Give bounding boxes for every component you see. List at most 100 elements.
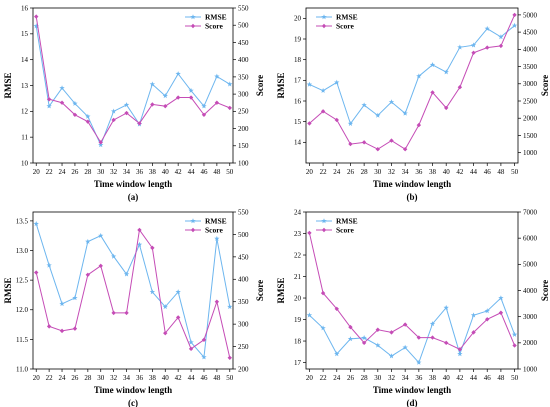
x-tick-label: 40 — [443, 168, 451, 176]
data-point — [389, 330, 394, 335]
x-tick-label: 32 — [110, 374, 118, 382]
data-point — [485, 45, 490, 50]
y-tick-label: 22 — [294, 251, 302, 259]
data-point — [361, 335, 367, 341]
y-tick-label: 11.0 — [16, 365, 28, 373]
data-point — [33, 23, 39, 29]
series-rmse — [33, 23, 233, 148]
data-point — [402, 322, 408, 327]
y-tick-label: 15 — [21, 30, 29, 38]
data-point — [375, 112, 381, 118]
y-tick-label: 12.0 — [16, 306, 29, 314]
y-axis-label: RMSE — [276, 72, 286, 98]
x-tick-label: 36 — [415, 374, 423, 382]
x-tick-label: 20 — [33, 374, 41, 382]
y-tick-label: 11 — [21, 134, 28, 142]
data-point — [361, 140, 367, 145]
x-tick-label: 34 — [402, 374, 410, 382]
data-point — [175, 315, 181, 320]
x-tick-label: 42 — [456, 374, 464, 382]
data-point — [484, 308, 490, 314]
y-tick-label: 12 — [21, 108, 29, 116]
y-tick-label: 18 — [294, 56, 302, 64]
y2-axis-label: Score — [255, 75, 265, 96]
data-point — [137, 121, 142, 126]
y2-tick-label: 3500 — [523, 63, 538, 71]
y-tick-label: 10 — [21, 159, 29, 167]
panel-caption: (a) — [128, 192, 139, 202]
y2-tick-label: 5000 — [523, 11, 538, 19]
x-tick-label: 30 — [97, 168, 105, 176]
data-point — [188, 87, 194, 93]
series-line — [309, 297, 516, 364]
y2-tick-label: 250 — [238, 343, 249, 351]
x-tick-label: 42 — [456, 168, 464, 176]
data-point — [188, 95, 194, 100]
data-point — [150, 102, 155, 107]
y-tick-label: 13.0 — [16, 247, 29, 255]
x-tick-label: 26 — [71, 168, 79, 176]
data-point — [85, 119, 91, 124]
data-point — [46, 103, 52, 109]
y-tick-label: 13.5 — [16, 217, 29, 225]
x-tick-label: 32 — [388, 168, 396, 176]
data-point — [402, 147, 408, 152]
data-point — [512, 343, 517, 348]
x-tick-label: 28 — [361, 168, 369, 176]
y-tick-label: 16 — [294, 97, 302, 105]
series-rmse — [306, 295, 518, 365]
data-point — [443, 340, 449, 346]
x-tick-label: 34 — [123, 168, 131, 176]
legend-label: Score — [205, 226, 223, 235]
data-point — [214, 100, 220, 105]
x-tick-label: 26 — [347, 168, 355, 176]
x-tick-label: 30 — [374, 374, 382, 382]
x-tick-label: 36 — [415, 168, 423, 176]
y2-tick-label: 500 — [238, 231, 249, 239]
data-point — [163, 330, 168, 336]
data-point — [443, 105, 449, 111]
data-point — [348, 324, 353, 330]
x-tick-label: 44 — [188, 374, 196, 382]
x-tick-label: 20 — [306, 168, 314, 176]
data-point — [470, 312, 477, 318]
data-point — [416, 122, 422, 128]
y2-tick-label: 1500 — [523, 132, 538, 140]
data-point — [457, 347, 463, 352]
data-point — [443, 69, 449, 75]
data-point — [388, 353, 395, 359]
x-tick-label: 44 — [470, 374, 478, 382]
y2-axis-label: Score — [540, 280, 550, 301]
x-tick-label: 36 — [136, 374, 144, 382]
data-point — [334, 79, 340, 85]
data-point — [46, 262, 52, 268]
x-tick-label: 40 — [162, 168, 170, 176]
data-point — [320, 87, 326, 93]
data-point — [201, 337, 207, 343]
data-point — [162, 93, 168, 99]
y2-tick-label: 2000 — [523, 115, 538, 123]
data-point — [320, 109, 326, 114]
y-tick-label: 14 — [294, 139, 302, 147]
data-point — [59, 85, 65, 91]
x-tick-label: 24 — [333, 374, 341, 382]
data-point — [123, 102, 130, 108]
x-tick-label: 22 — [46, 168, 54, 176]
y-tick-label: 13 — [21, 82, 29, 90]
x-tick-label: 30 — [97, 374, 105, 382]
data-point — [470, 42, 477, 48]
data-point — [375, 342, 381, 348]
data-point — [201, 103, 207, 109]
x-tick-label: 30 — [374, 168, 382, 176]
data-point — [307, 121, 312, 126]
x-tick-label: 50 — [226, 374, 234, 382]
y2-tick-label: 300 — [238, 91, 249, 99]
x-tick-label: 26 — [71, 374, 79, 382]
data-point — [348, 141, 353, 147]
data-point — [429, 62, 436, 68]
y-tick-label: 20 — [294, 15, 302, 23]
series-rmse — [33, 221, 233, 360]
data-point — [347, 120, 354, 126]
